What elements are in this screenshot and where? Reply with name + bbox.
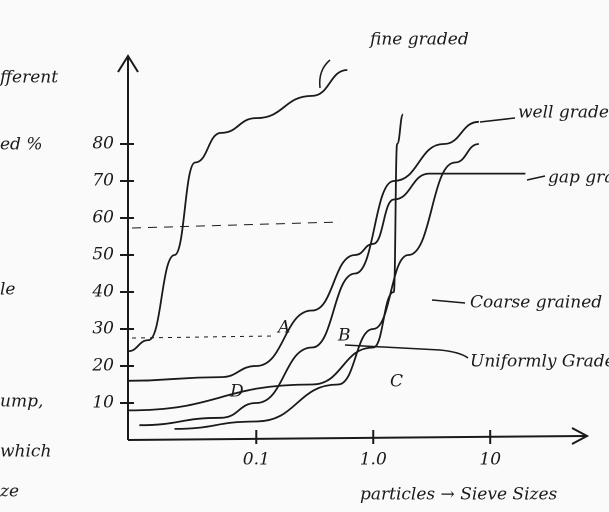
x-tick-label: 0.1 [243, 450, 270, 470]
y-tick-label: 10 [92, 393, 114, 413]
y-tick-label: 30 [92, 319, 114, 339]
curve-label: fine graded [368, 30, 469, 50]
side-note: ed % [0, 135, 43, 155]
side-note: le [0, 280, 16, 300]
curve-label: Coarse grained [470, 293, 602, 313]
point-label: B [337, 326, 351, 346]
point-label: C [390, 372, 403, 392]
y-tick-label: 40 [91, 282, 114, 302]
curve-label: gap graded [548, 168, 609, 188]
point-label: D [229, 382, 244, 402]
curve-label: Uniformly Graded [470, 352, 609, 372]
side-note: fferent [0, 68, 58, 88]
y-tick-label: 70 [92, 171, 114, 191]
label-arrow [480, 118, 515, 122]
x-tick-label: 10 [479, 450, 501, 470]
guide-line [132, 222, 340, 228]
curve [175, 144, 479, 429]
label-arrow [527, 176, 545, 180]
curve [128, 70, 347, 351]
curve [139, 122, 479, 425]
label-arrow [432, 300, 465, 303]
side-note: ump, [0, 392, 43, 412]
curve-label: well graded [518, 103, 609, 123]
x-axis [128, 436, 585, 440]
side-note: which [0, 442, 51, 462]
x-tick-label: 1.0 [360, 450, 387, 470]
y-tick-label: 20 [91, 356, 114, 376]
y-tick-label: 50 [92, 245, 114, 265]
y-tick-label: 80 [92, 134, 114, 154]
side-note: ze [0, 482, 19, 502]
curve [128, 174, 525, 381]
chart: particles → Sieve Sizes 10 20 30 40 50 60 70 80… [0, 0, 609, 512]
label-arrow [345, 345, 468, 358]
point-label: A [276, 318, 290, 338]
x-axis-label: particles → Sieve Sizes [360, 485, 558, 505]
y-tick-label: 60 [92, 208, 114, 228]
